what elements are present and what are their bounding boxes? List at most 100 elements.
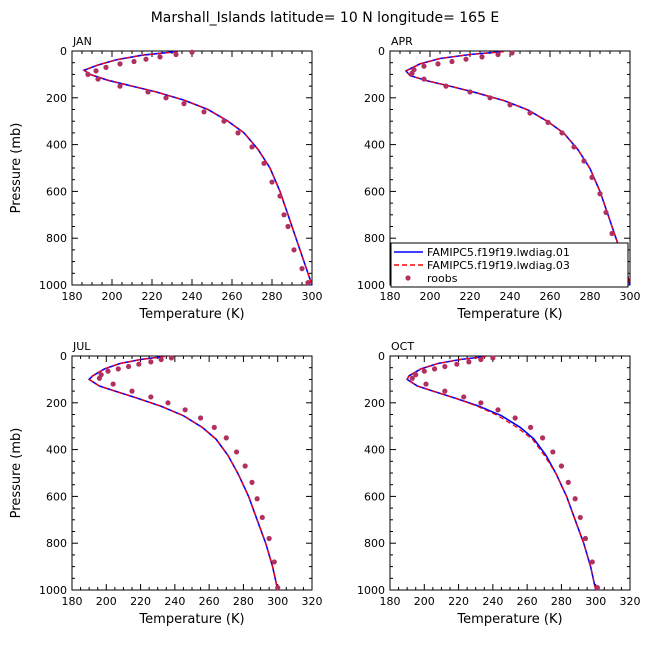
- roobs-point: [299, 266, 305, 272]
- x-tick-label: 240: [182, 290, 203, 303]
- roobs-point: [490, 355, 496, 361]
- roobs-point: [145, 89, 151, 95]
- x-tick-label: 180: [380, 290, 401, 303]
- roobs-point: [409, 70, 415, 76]
- roobs-point: [594, 585, 601, 591]
- x-tick-label: 200: [420, 290, 441, 303]
- roobs-point: [197, 415, 204, 421]
- roobs-point: [423, 381, 429, 387]
- panel-label: JUL: [72, 340, 91, 353]
- roobs-point: [173, 51, 179, 58]
- roobs-point: [291, 247, 297, 253]
- roobs-point: [165, 400, 171, 406]
- x-tick-label: 180: [380, 595, 401, 608]
- roobs-point: [163, 95, 169, 101]
- y-axis-label: Pressure (mb): [9, 123, 24, 214]
- roobs-point: [582, 535, 589, 542]
- roobs-point: [572, 496, 578, 502]
- panel-label: JAN: [72, 35, 92, 48]
- roobs-point: [435, 61, 441, 67]
- x-tick-label: 280: [580, 290, 601, 303]
- x-tick-label: 240: [164, 595, 185, 608]
- roobs-point: [281, 212, 287, 218]
- roobs-point: [115, 366, 121, 372]
- legend-label: FAMIPC5.f19f19.lwdiag.01: [427, 246, 570, 259]
- roobs-point: [136, 361, 142, 367]
- legend-marker-roobs: [405, 275, 411, 281]
- figure-title: Marshall_Islands latitude= 10 N longitud…: [151, 10, 500, 26]
- panel-label: APR: [391, 35, 413, 48]
- series-line-lwdiag-01: [87, 355, 279, 591]
- roobs-point: [495, 51, 501, 58]
- roobs-point: [275, 585, 281, 591]
- x-tick-label: 200: [96, 595, 117, 608]
- roobs-point: [577, 514, 583, 521]
- roobs-point: [235, 130, 241, 136]
- x-tick-label: 200: [102, 290, 123, 303]
- roobs-point: [512, 415, 518, 421]
- roobs-point: [479, 54, 485, 60]
- roobs-point: [148, 359, 154, 365]
- roobs-point: [461, 394, 467, 400]
- roobs-point: [443, 83, 449, 89]
- y-tick-label: 0: [60, 45, 67, 58]
- roobs-point: [148, 394, 154, 400]
- roobs-point: [539, 435, 546, 441]
- y-tick-label: 800: [46, 232, 67, 245]
- roobs-point: [95, 76, 101, 82]
- y-tick-label: 600: [364, 185, 385, 198]
- y-tick-label: 400: [364, 444, 385, 457]
- roobs-point: [143, 56, 149, 62]
- x-axis-label: Temperature (K): [456, 307, 562, 322]
- roobs-point: [305, 280, 311, 286]
- x-tick-label: 280: [262, 290, 283, 303]
- y-tick-label: 0: [378, 45, 385, 58]
- roobs-point: [249, 479, 255, 485]
- roobs-point: [589, 174, 595, 180]
- roobs-point: [93, 68, 99, 74]
- roobs-point: [131, 58, 137, 65]
- roobs-point: [242, 463, 248, 469]
- roobs-point: [285, 223, 291, 230]
- y-tick-label: 1000: [357, 279, 385, 292]
- y-tick-label: 800: [46, 537, 67, 550]
- x-tick-label: 180: [62, 595, 83, 608]
- roobs-point: [550, 449, 556, 455]
- roobs-point: [558, 463, 565, 469]
- x-tick-label: 320: [302, 595, 323, 608]
- roobs-point: [254, 496, 260, 502]
- roobs-point: [189, 49, 195, 55]
- series-line-lwdiag-03: [82, 51, 313, 286]
- roobs-point: [478, 400, 484, 406]
- roobs-point: [223, 435, 229, 441]
- x-tick-label: 220: [448, 595, 469, 608]
- x-tick-label: 300: [302, 290, 323, 303]
- x-tick-label: 260: [517, 595, 538, 608]
- y-tick-label: 400: [46, 444, 67, 457]
- roobs-point: [117, 61, 123, 67]
- panel-jan: 180 200 220 240 260 280 300 0 200 400 600 800 1000 JA…: [9, 35, 323, 322]
- x-tick-label: 220: [460, 290, 481, 303]
- x-tick-label: 280: [233, 595, 254, 608]
- roobs-point: [259, 514, 265, 521]
- roobs-point: [158, 356, 164, 363]
- roobs-point: [463, 56, 469, 62]
- x-tick-label: 260: [199, 595, 220, 608]
- x-tick-label: 300: [267, 595, 288, 608]
- panels: 180 200 220 240 260 280 300 0 200 400 600 800 1000 JA…: [9, 35, 641, 627]
- roobs-point: [545, 119, 551, 125]
- roobs-point: [421, 76, 427, 82]
- roobs-point: [182, 407, 188, 413]
- y-tick-label: 200: [364, 92, 385, 105]
- roobs-point: [129, 388, 135, 394]
- roobs-point: [103, 64, 109, 70]
- legend-label: roobs: [427, 272, 458, 285]
- roobs-point: [507, 102, 513, 108]
- roobs-point: [211, 424, 217, 430]
- roobs-point: [277, 193, 283, 199]
- roobs-point: [125, 363, 132, 370]
- roobs-point: [266, 535, 272, 542]
- roobs-point: [603, 209, 609, 216]
- x-tick-label: 200: [414, 595, 435, 608]
